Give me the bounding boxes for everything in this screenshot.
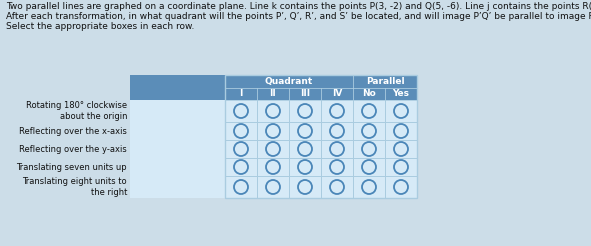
Text: Translating eight units to
the right: Translating eight units to the right [22,177,127,197]
Bar [257,88,289,100]
Text: IV: IV [332,90,342,98]
Bar [321,140,353,158]
Text: Two parallel lines are graphed on a coordinate plane. Line k contains the points: Two parallel lines are graphed on a coor… [6,2,591,11]
Bar [321,158,353,176]
Text: Quadrant: Quadrant [265,77,313,86]
Bar [289,122,321,140]
Bar [130,75,225,100]
Bar [353,122,385,140]
Bar [385,100,417,122]
Bar [353,88,385,100]
Text: Yes: Yes [392,90,410,98]
Bar [257,122,289,140]
Bar [289,158,321,176]
Bar [257,100,289,122]
Text: After each transformation, in what quadrant will the points P’, Q’, R’, and S’ b: After each transformation, in what quadr… [6,12,591,21]
Text: Select the appropriate boxes in each row.: Select the appropriate boxes in each row… [6,22,194,31]
Bar [257,176,289,198]
Bar [385,158,417,176]
Bar [225,176,257,198]
Bar [225,75,353,88]
Bar [385,140,417,158]
Bar [257,140,289,158]
Bar [385,88,417,100]
Text: Reflecting over the y-axis: Reflecting over the y-axis [20,144,127,154]
Bar [130,75,417,198]
Bar [321,88,353,100]
Bar [353,176,385,198]
Text: Translating seven units up: Translating seven units up [17,163,127,171]
Text: No: No [362,90,376,98]
Bar [353,140,385,158]
Text: I: I [239,90,243,98]
Bar [225,158,257,176]
Bar [321,122,353,140]
Text: Rotating 180° clockwise
about the origin: Rotating 180° clockwise about the origin [26,101,127,121]
Bar [385,122,417,140]
Text: Reflecting over the x-axis: Reflecting over the x-axis [19,126,127,136]
Text: III: III [300,90,310,98]
Bar [353,158,385,176]
Text: Parallel: Parallel [366,77,404,86]
Bar [385,176,417,198]
Bar [225,140,257,158]
Bar [289,176,321,198]
Bar [321,100,353,122]
Bar [289,140,321,158]
Bar [225,75,417,198]
Bar [353,100,385,122]
Bar [289,88,321,100]
Bar [225,122,257,140]
Bar [225,100,257,122]
Bar [257,158,289,176]
Text: II: II [269,90,277,98]
Bar [353,75,417,88]
Bar [289,100,321,122]
Bar [321,176,353,198]
Bar [225,88,257,100]
